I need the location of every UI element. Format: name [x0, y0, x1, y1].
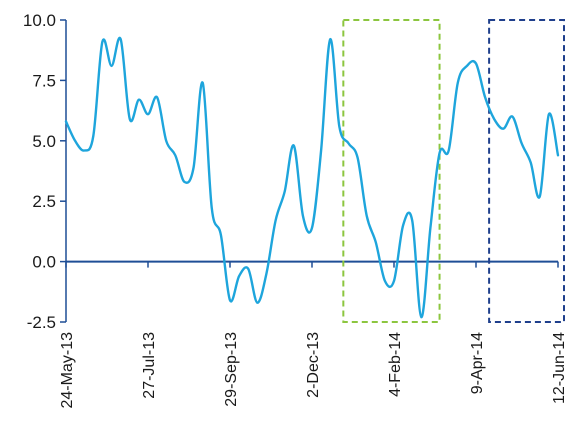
x-tick-label: 24-May-13: [59, 332, 76, 409]
x-tick-label: 2-Dec-13: [305, 332, 322, 398]
x-tick-label: 12-Jun-14: [551, 332, 568, 404]
highlight-box-green: [342, 19, 441, 323]
y-tick-label: -2.5: [27, 313, 56, 332]
y-tick-label: 5.0: [32, 132, 56, 151]
y-tick-label: 10.0: [23, 11, 56, 30]
highlight-box-navy: [488, 19, 565, 323]
series-layer: [64, 36, 560, 319]
y-tick-label: 7.5: [32, 71, 56, 90]
highlight-boxes: [342, 19, 565, 323]
x-axis: 24-May-13 27-Jul-13 29-Sep-13 2-Dec-13 4-Feb…: [59, 260, 568, 409]
x-tick-label: 29-Sep-13: [223, 332, 240, 407]
y-tick-label: 2.5: [32, 192, 56, 211]
y-axis: 10.0 7.5 5.0 2.5 0.0 -2.5: [23, 11, 67, 332]
x-tick-label: 9-Apr-14: [469, 332, 486, 394]
x-tick-label: 27-Jul-13: [141, 332, 158, 399]
series-line: [64, 36, 560, 319]
x-tick-label: 4-Feb-14: [387, 332, 404, 397]
y-tick-label: 0.0: [32, 253, 56, 272]
